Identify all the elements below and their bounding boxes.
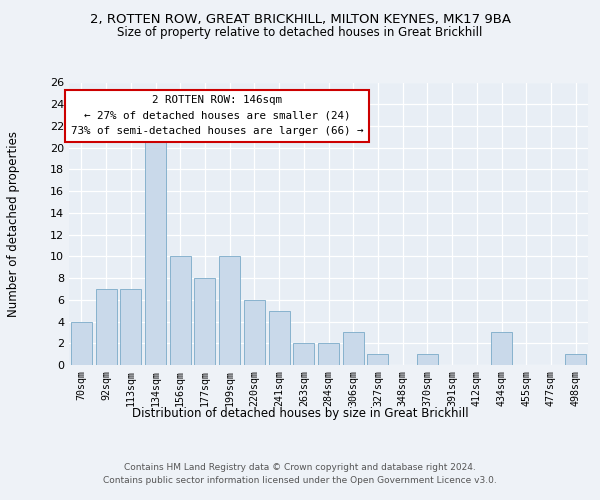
Bar	[219, 256, 240, 365]
Bar	[170, 256, 191, 365]
Bar	[95, 289, 116, 365]
Text: Contains public sector information licensed under the Open Government Licence v3: Contains public sector information licen…	[103, 476, 497, 485]
Bar	[145, 137, 166, 365]
Bar	[293, 344, 314, 365]
Bar	[417, 354, 438, 365]
Text: 2 ROTTEN ROW: 146sqm
← 27% of detached houses are smaller (24)
73% of semi-detac: 2 ROTTEN ROW: 146sqm ← 27% of detached h…	[71, 95, 363, 136]
Y-axis label: Number of detached properties: Number of detached properties	[7, 130, 20, 317]
Bar	[343, 332, 364, 365]
Bar	[491, 332, 512, 365]
Bar	[565, 354, 586, 365]
Bar	[367, 354, 388, 365]
Text: 2, ROTTEN ROW, GREAT BRICKHILL, MILTON KEYNES, MK17 9BA: 2, ROTTEN ROW, GREAT BRICKHILL, MILTON K…	[89, 12, 511, 26]
Text: Size of property relative to detached houses in Great Brickhill: Size of property relative to detached ho…	[118, 26, 482, 39]
Text: Distribution of detached houses by size in Great Brickhill: Distribution of detached houses by size …	[131, 408, 469, 420]
Bar	[318, 344, 339, 365]
Text: Contains HM Land Registry data © Crown copyright and database right 2024.: Contains HM Land Registry data © Crown c…	[124, 462, 476, 471]
Bar	[269, 310, 290, 365]
Bar	[244, 300, 265, 365]
Bar	[120, 289, 141, 365]
Bar	[71, 322, 92, 365]
Bar	[194, 278, 215, 365]
